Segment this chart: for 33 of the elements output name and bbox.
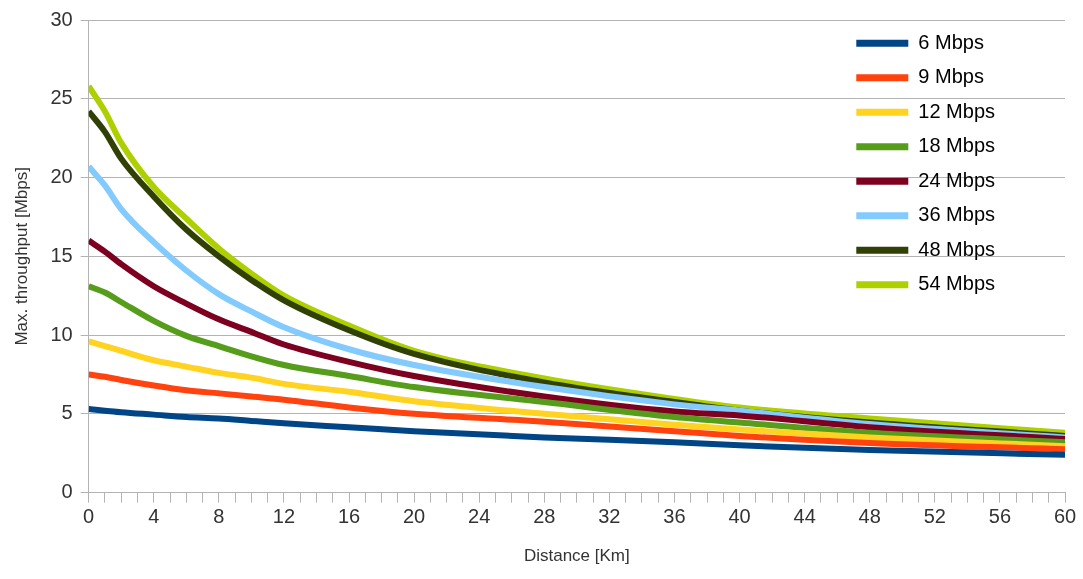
x-tick-label: 0 bbox=[83, 505, 95, 528]
x-tick-label: 28 bbox=[533, 505, 556, 528]
legend-label: 9 Mbps bbox=[918, 65, 984, 88]
y-tick-label: 5 bbox=[61, 401, 73, 424]
x-tick-label: 12 bbox=[272, 505, 296, 528]
x-tick-label: 40 bbox=[728, 505, 751, 528]
x-tick-label: 16 bbox=[337, 505, 361, 528]
y-tick-label: 30 bbox=[50, 7, 73, 30]
legend-label: 12 Mbps bbox=[918, 99, 996, 122]
x-tick-label: 44 bbox=[793, 505, 816, 528]
legend-label: 24 Mbps bbox=[918, 168, 996, 191]
x-tick-label: 24 bbox=[468, 505, 491, 528]
legend-label: 54 Mbps bbox=[918, 272, 996, 295]
x-tick-label: 36 bbox=[663, 505, 686, 528]
x-tick-label: 48 bbox=[858, 505, 881, 528]
legend-label: 48 Mbps bbox=[918, 237, 996, 260]
x-tick-label: 32 bbox=[598, 505, 621, 528]
legend-label: 36 Mbps bbox=[918, 203, 996, 226]
y-tick-label: 0 bbox=[61, 480, 73, 503]
x-tick-label: 52 bbox=[923, 505, 946, 528]
legend-label: 6 Mbps bbox=[918, 30, 984, 53]
x-tick-label: 56 bbox=[988, 505, 1012, 528]
y-tick-label: 10 bbox=[50, 322, 73, 345]
x-tick-label: 4 bbox=[148, 505, 160, 528]
y-tick-label: 15 bbox=[50, 243, 73, 266]
x-tick-label: 60 bbox=[1053, 505, 1077, 528]
x-axis-title: Distance [Km] bbox=[523, 546, 630, 566]
y-tick-label: 20 bbox=[50, 165, 73, 188]
legend-label: 18 Mbps bbox=[918, 134, 996, 157]
x-tick-label: 20 bbox=[402, 505, 426, 528]
y-tick-label: 25 bbox=[50, 86, 73, 109]
x-tick-label: 8 bbox=[213, 505, 225, 528]
y-axis-title: Max. throughput [Mbps] bbox=[11, 167, 31, 346]
